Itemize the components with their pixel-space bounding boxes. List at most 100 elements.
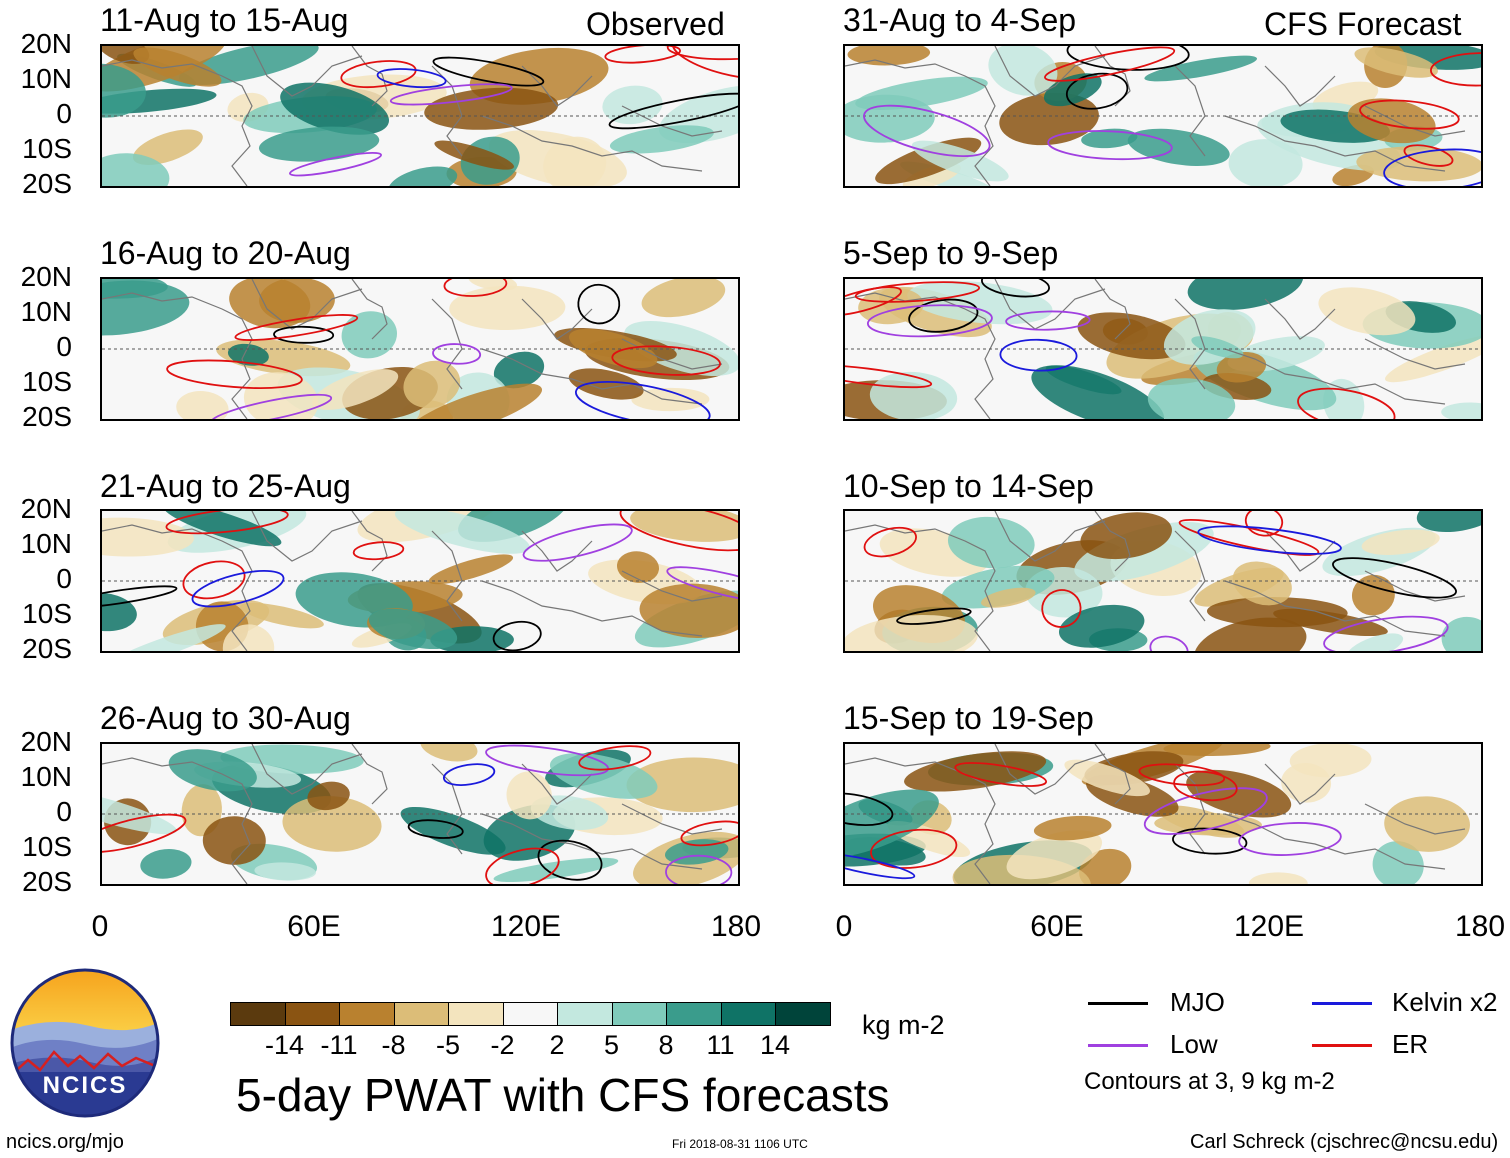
contour-er: [1297, 387, 1396, 419]
coastline: [1224, 115, 1446, 172]
lat-tick-left-1-2: 0: [56, 331, 72, 362]
dry-anomaly-blob: [424, 87, 559, 130]
dry-anomaly-blob: [616, 551, 660, 583]
contour-low: [665, 854, 733, 884]
coastline: [102, 524, 253, 651]
moist-anomaly-blob: [341, 311, 398, 359]
dry-anomaly-blob: [239, 602, 324, 629]
coastline: [1224, 580, 1446, 637]
colorbar-swatch-4: [448, 1002, 504, 1026]
moist-anomaly-blob: [1441, 402, 1481, 419]
moist-anomaly-blob: [911, 140, 1009, 182]
lat-tick-left-2-4: 20S: [22, 633, 72, 664]
lat-tick-left-1-4: 20S: [22, 401, 72, 432]
dry-anomaly-blob: [981, 587, 1036, 608]
contour-er: [863, 526, 917, 558]
contour-er: [1041, 589, 1082, 628]
contour-mjo: [492, 620, 542, 651]
dry-anomaly-blob: [845, 614, 978, 651]
contour-er: [352, 541, 405, 561]
moist-anomaly-blob: [258, 126, 380, 162]
lat-tick-left-2-2: 0: [56, 563, 72, 594]
moist-anomaly-blob: [947, 516, 1035, 569]
panel-title-obs-1: 11-Aug to 15-Aug: [100, 2, 349, 38]
dry-anomaly-blob: [1354, 47, 1438, 78]
map-panel-fcst-4: [843, 742, 1483, 886]
contour-mjo: [577, 283, 621, 325]
map-canvas: [102, 511, 738, 651]
coastline: [481, 115, 703, 172]
moist-anomaly-blob: [1228, 139, 1303, 186]
contour-mjo: [896, 607, 972, 625]
dry-anomaly-blob: [1206, 597, 1348, 628]
lat-tick-left-3-2: 0: [56, 796, 72, 827]
lat-tick-left-1-1: 10N: [20, 296, 72, 327]
colorbar-swatch-5: [502, 1002, 558, 1026]
panel-title-fcst-1: 31-Aug to 4-Sep: [843, 2, 1077, 38]
contour-low: [863, 104, 991, 158]
contour-low: [666, 566, 738, 604]
contour-kelvin-x2: [845, 852, 916, 880]
coastline: [1264, 65, 1336, 107]
lat-tick-left-1-3: 10S: [22, 366, 72, 397]
moist-anomaly-blob: [140, 849, 192, 879]
lat-tick-left-2-3: 10S: [22, 598, 72, 629]
dry-anomaly-blob: [1064, 759, 1150, 797]
contour-mjo: [432, 56, 545, 87]
colorbar-swatch-8: [666, 1002, 722, 1026]
contour-low: [1005, 310, 1091, 331]
contour-kelvin-x2: [442, 763, 496, 786]
contour-er: [680, 820, 738, 847]
lat-tick-left-2-0: 20N: [20, 493, 72, 524]
contour-low: [522, 523, 633, 562]
coastline: [1364, 570, 1466, 602]
dry-anomaly-blob: [630, 511, 738, 542]
contour-er: [604, 46, 681, 64]
dry-anomaly-blob: [626, 757, 738, 813]
coastline: [621, 338, 723, 370]
map-panel-fcst-2: [843, 277, 1483, 421]
map-canvas: [845, 744, 1481, 884]
moist-anomaly-blob: [1372, 841, 1424, 884]
lat-tick-left-0-3: 10S: [22, 133, 72, 164]
contour-mjo: [537, 839, 603, 881]
colorbar-swatch-3: [393, 1002, 449, 1026]
contour-er: [854, 281, 981, 303]
lat-tick-left-2-1: 10N: [20, 528, 72, 559]
contour-er: [1138, 763, 1226, 787]
dry-anomaly-blob: [202, 816, 266, 865]
legend-line-mjo: [1088, 1002, 1148, 1005]
dry-anomaly-blob: [449, 285, 566, 331]
moist-anomaly-blob: [104, 624, 226, 651]
contour-er: [166, 359, 303, 390]
moist-anomaly-blob: [602, 85, 663, 125]
dry-anomaly-blob: [1384, 796, 1470, 852]
dry-anomaly-blob: [243, 372, 319, 419]
map-panel-obs-4: [100, 742, 740, 886]
dry-anomaly-blob: [1216, 352, 1267, 383]
moist-anomaly-blob: [102, 63, 146, 118]
colorbar-swatch-7: [611, 1002, 667, 1026]
dry-anomaly-blob: [133, 47, 222, 87]
moist-anomaly-blob: [102, 592, 137, 632]
moist-anomaly-blob: [1031, 365, 1165, 419]
coastline: [251, 279, 363, 330]
contour-low: [289, 151, 382, 177]
map-canvas: [102, 279, 738, 419]
map-canvas: [102, 744, 738, 884]
coastline: [994, 46, 1106, 97]
contour-er: [1044, 46, 1176, 82]
contour-er: [1173, 770, 1238, 802]
contour-er: [611, 345, 722, 376]
colorbar-swatch-9: [720, 1002, 776, 1026]
coastline: [351, 279, 388, 340]
coastline: [1364, 105, 1466, 137]
moist-anomaly-blob: [1187, 279, 1304, 310]
contour-er: [845, 364, 933, 389]
contour-er: [954, 762, 1048, 787]
dry-anomaly-blob: [428, 554, 514, 585]
dry-anomaly-blob: [639, 583, 738, 638]
footer-url[interactable]: ncics.org/mjo: [6, 1131, 124, 1153]
coastline: [251, 46, 363, 97]
coastline: [994, 511, 1106, 562]
